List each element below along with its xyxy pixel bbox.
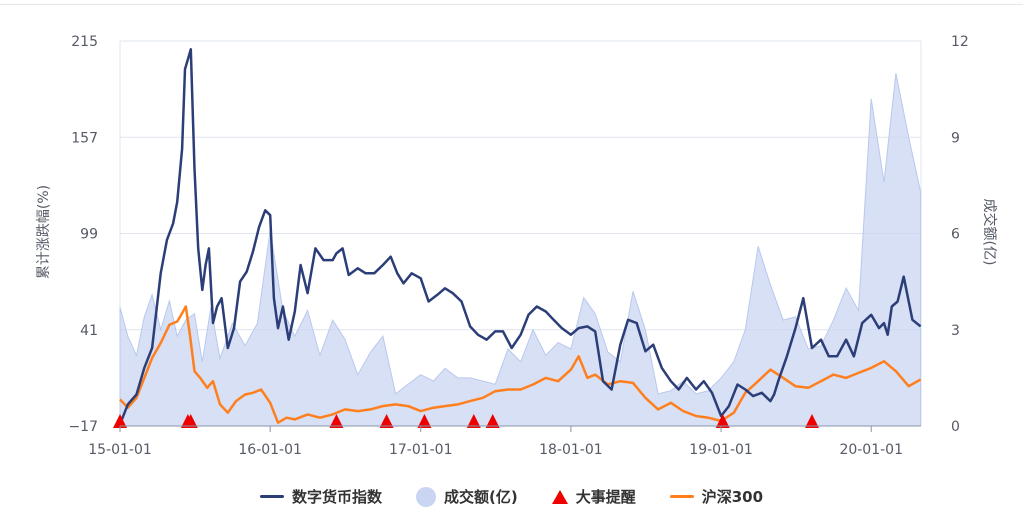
y-left-tick-label: 99 (80, 227, 98, 243)
legend-line-symbol (669, 495, 694, 498)
hs300-line (119, 305, 922, 424)
x-tick-label: 20-01-01 (839, 442, 903, 458)
chart-legend: 数字货币指数 成交额(亿) 大事提醒 沪深300 (0, 486, 1023, 507)
y-axis-right-title: 成交额(亿) (981, 199, 998, 266)
event-marker-layer (113, 414, 819, 428)
legend-item-index[interactable]: 数字货币指数 (259, 486, 382, 507)
legend-triangle-symbol (551, 489, 568, 504)
y-axis-left-title: 累计涨跌幅(%) (36, 185, 52, 279)
legend-item-volume[interactable]: 成交额(亿) (415, 486, 518, 507)
legend-item-events[interactable]: 大事提醒 (551, 486, 636, 507)
legend-item-hs300[interactable]: 沪深300 (669, 486, 764, 507)
legend-line-symbol (259, 495, 284, 498)
x-tick-label: 18-01-01 (539, 442, 603, 458)
event-marker (804, 414, 819, 428)
volume-area (119, 73, 922, 427)
index-line-layer (118, 48, 922, 425)
legend-label-hs300: 沪深300 (701, 488, 764, 506)
x-tick-label: 15-01-01 (88, 442, 152, 458)
index-line (118, 48, 922, 425)
volume-area-layer (119, 73, 922, 427)
y-left-tick-label: 157 (71, 130, 98, 146)
event-marker (113, 414, 127, 428)
event-marker (715, 414, 730, 428)
top-divider (0, 4, 1023, 5)
y-left-tick-label: 215 (71, 34, 98, 50)
y-left-tick-label: −17 (68, 419, 98, 435)
y-right-tick-label: 12 (951, 34, 969, 50)
y-left-tick-label: 41 (80, 323, 98, 339)
legend-label-index: 数字货币指数 (291, 488, 382, 506)
event-marker (466, 414, 481, 428)
x-tick-label: 17-01-01 (389, 442, 453, 458)
event-marker (329, 414, 344, 428)
event-marker (485, 414, 500, 428)
y-right-tick-label: 3 (951, 323, 960, 339)
event-marker (183, 414, 198, 428)
hs300-line-layer (119, 305, 922, 424)
event-marker (417, 414, 432, 428)
legend-circle-symbol (415, 486, 436, 507)
legend-label-events: 大事提醒 (575, 488, 636, 506)
y-right-tick-label: 0 (951, 419, 960, 435)
event-marker (379, 414, 394, 428)
legend-label-volume: 成交额(亿) (443, 488, 518, 506)
x-tick-label: 19-01-01 (689, 442, 753, 458)
y-right-tick-label: 9 (951, 130, 960, 146)
y-right-tick-label: 6 (951, 227, 960, 243)
x-tick-label: 16-01-01 (238, 442, 302, 458)
